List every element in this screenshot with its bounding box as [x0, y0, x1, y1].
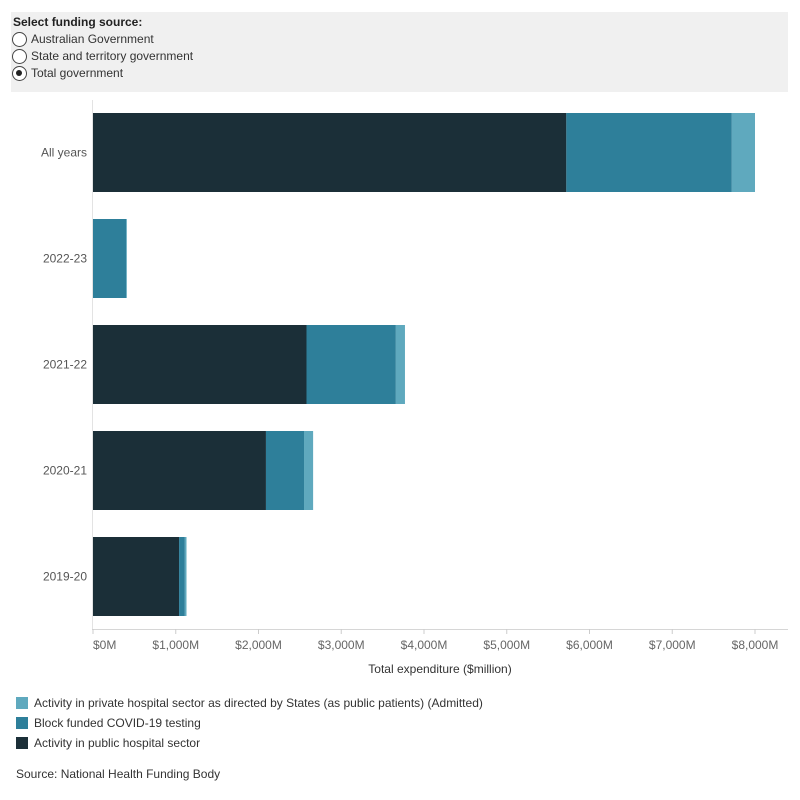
bar-segment[interactable]: [184, 537, 187, 616]
legend-label: Activity in public hospital sector: [34, 736, 201, 750]
radio-total-government[interactable]: Total government: [12, 65, 123, 81]
bar-segment[interactable]: [93, 431, 266, 510]
x-tick-label: $6,000M: [566, 638, 613, 652]
radio-circle-icon[interactable]: [12, 31, 27, 47]
x-tick-label: $4,000M: [401, 638, 448, 652]
category-label: 2020-21: [43, 464, 87, 478]
bar-segment[interactable]: [179, 537, 185, 616]
x-axis-title: Total expenditure ($million): [368, 662, 511, 676]
x-tick-label: $8,000M: [732, 638, 779, 652]
bar-segment[interactable]: [93, 537, 180, 616]
legend-item-covid-testing[interactable]: Block funded COVID-19 testing: [16, 715, 201, 731]
source-note: Source: National Health Funding Body: [16, 767, 221, 781]
radio-state-territory-government[interactable]: State and territory government: [12, 48, 193, 64]
legend-item-public-hospital[interactable]: Activity in public hospital sector: [16, 735, 200, 751]
filter-title: Select funding source:: [13, 15, 143, 29]
radio-label: State and territory government: [31, 49, 194, 63]
x-tick-label: $2,000M: [235, 638, 282, 652]
bar-segment[interactable]: [731, 113, 755, 192]
radio-label: Total government: [31, 66, 124, 80]
x-tick-label: $0M: [93, 638, 116, 652]
bar-segment[interactable]: [93, 219, 127, 298]
category-label: 2022-23: [43, 252, 87, 266]
legend-label: Activity in private hospital sector as d…: [34, 696, 483, 710]
bar-segment[interactable]: [265, 431, 305, 510]
legend-swatch: [16, 737, 28, 749]
x-tick-label: $1,000M: [152, 638, 199, 652]
legend-item-private-hospital[interactable]: Activity in private hospital sector as d…: [16, 695, 483, 711]
radio-label: Australian Government: [31, 32, 154, 46]
bar-segment[interactable]: [304, 431, 314, 510]
bar-segment[interactable]: [93, 325, 307, 404]
radio-circle-icon[interactable]: [12, 48, 27, 64]
legend-label: Block funded COVID-19 testing: [34, 716, 201, 730]
radio-australian-government[interactable]: Australian Government: [12, 31, 154, 47]
x-tick-label: $5,000M: [483, 638, 530, 652]
category-label: All years: [41, 146, 87, 160]
bar-segment[interactable]: [395, 325, 405, 404]
bar-segment[interactable]: [306, 325, 396, 404]
bar-segment[interactable]: [93, 113, 567, 192]
stacked-bar-chart: All years 2022-23 2021-22 2020-21 2019-20 $0M…: [41, 100, 788, 676]
legend-swatch: [16, 697, 28, 709]
radio-selected-icon[interactable]: [12, 65, 27, 81]
funding-source-filter: Select funding source: Australian Govern…: [11, 12, 788, 92]
category-label: 2019-20: [43, 570, 87, 584]
category-label: 2021-22: [43, 358, 87, 372]
bar-segment[interactable]: [126, 219, 127, 298]
bar-segment[interactable]: [566, 113, 732, 192]
x-tick-label: $3,000M: [318, 638, 365, 652]
legend-swatch: [16, 717, 28, 729]
x-tick-label: $7,000M: [649, 638, 696, 652]
